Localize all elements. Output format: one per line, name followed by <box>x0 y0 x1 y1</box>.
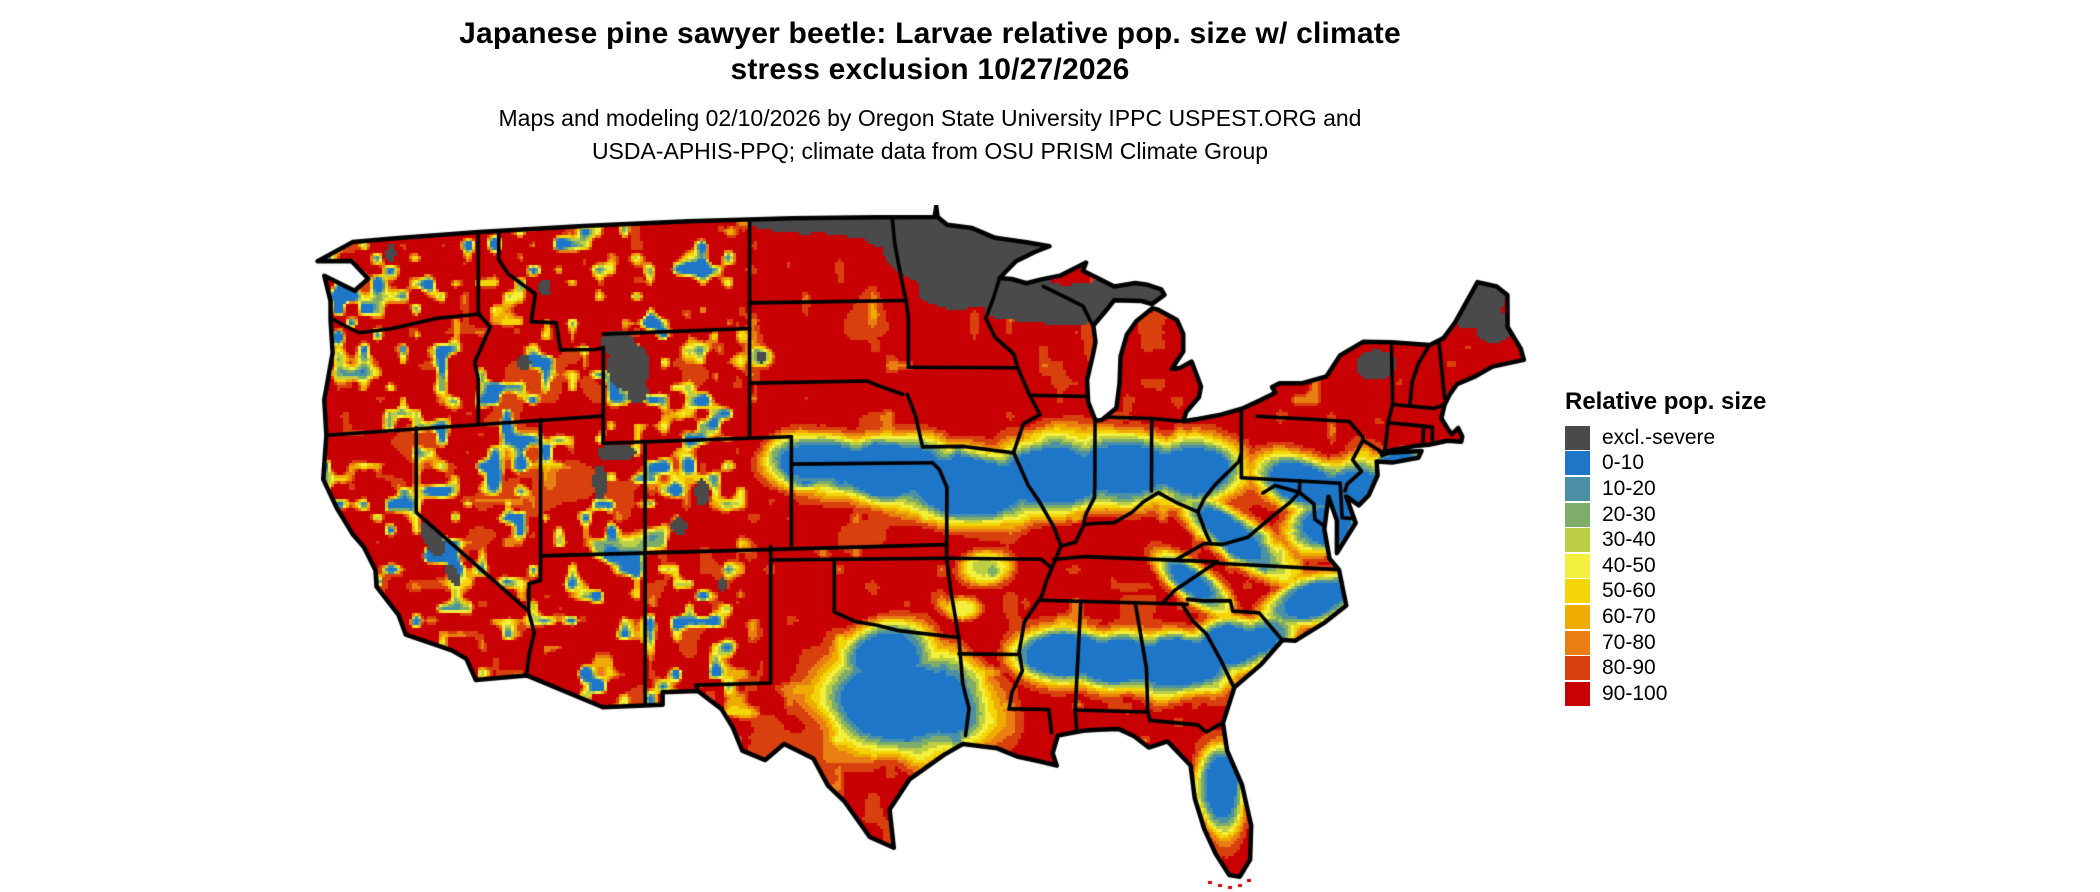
legend-item-label: excl.-severe <box>1602 425 1716 449</box>
figure-title: Japanese pine sawyer beetle: Larvae rela… <box>459 17 1401 86</box>
legend-item: excl.-severe <box>1565 425 1825 451</box>
legend-item: 0-10 <box>1565 451 1825 477</box>
figure-subtitle: Maps and modeling 02/10/2026 by Oregon S… <box>498 105 1362 164</box>
legend-item-label: 70-80 <box>1602 630 1656 654</box>
legend-swatch <box>1565 630 1590 655</box>
us-conus-raster-map <box>310 205 1535 890</box>
legend-swatch <box>1565 451 1590 476</box>
legend-item-label: 40-50 <box>1602 553 1656 577</box>
legend-item-label: 0-10 <box>1602 451 1645 475</box>
legend-item: 80-90 <box>1565 655 1825 681</box>
legend-item-label: 80-90 <box>1602 656 1656 680</box>
legend-item: 30-40 <box>1565 527 1825 553</box>
legend-item-label: 20-30 <box>1602 502 1656 526</box>
figure-header: Japanese pine sawyer beetle: Larvae rela… <box>30 16 1830 168</box>
legend-item: 20-30 <box>1565 502 1825 528</box>
legend-item: 10-20 <box>1565 476 1825 502</box>
legend-swatch <box>1565 425 1590 450</box>
legend-item-label: 90-100 <box>1602 681 1668 705</box>
legend-item: 50-60 <box>1565 579 1825 605</box>
legend-swatch <box>1565 604 1590 629</box>
legend-swatch <box>1565 656 1590 681</box>
legend-item: 90-100 <box>1565 681 1825 707</box>
legend-swatch <box>1565 476 1590 501</box>
legend-title: Relative pop. size <box>1565 388 1767 415</box>
legend-item: 60-70 <box>1565 604 1825 630</box>
legend-swatch <box>1565 579 1590 604</box>
legend-item-label: 10-20 <box>1602 476 1656 500</box>
legend-swatch <box>1565 502 1590 527</box>
legend-item-label: 30-40 <box>1602 528 1656 552</box>
legend-item: 70-80 <box>1565 630 1825 656</box>
legend: Relative pop. size excl.-severe 0-10 10-20… <box>1565 388 1825 707</box>
legend-swatch <box>1565 553 1590 578</box>
legend-items: excl.-severe 0-10 10-20 20-30 30-40 40-50 50-6… <box>1565 425 1825 707</box>
legend-swatch <box>1565 528 1590 553</box>
legend-item: 40-50 <box>1565 553 1825 579</box>
legend-swatch <box>1565 681 1590 706</box>
legend-item-label: 50-60 <box>1602 579 1656 603</box>
legend-item-label: 60-70 <box>1602 604 1656 628</box>
